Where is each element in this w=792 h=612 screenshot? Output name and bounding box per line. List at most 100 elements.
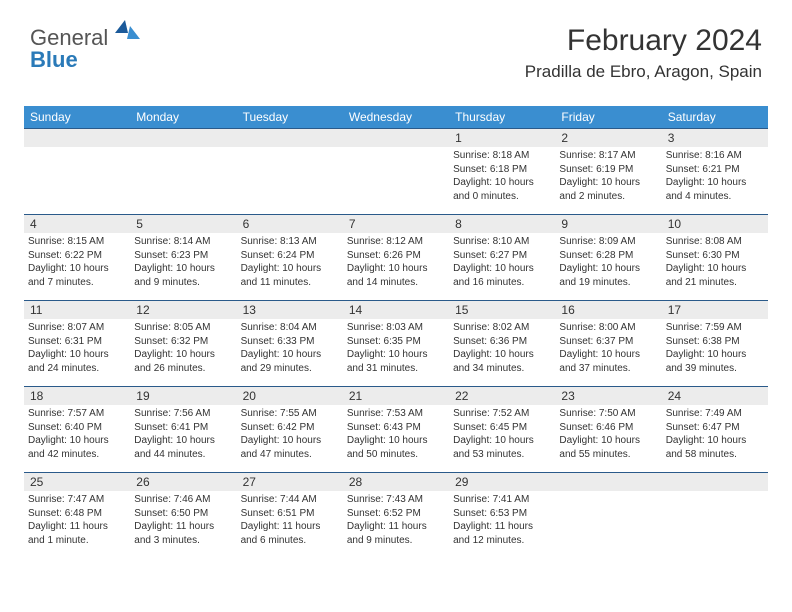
- sunset-text: Sunset: 6:47 PM: [666, 421, 764, 435]
- calendar-day-cell: [555, 473, 661, 559]
- calendar-day-cell: 14Sunrise: 8:03 AMSunset: 6:35 PMDayligh…: [343, 301, 449, 387]
- sunset-text: Sunset: 6:23 PM: [134, 249, 232, 263]
- sunrise-text: Sunrise: 8:13 AM: [241, 235, 339, 249]
- calendar-day-cell: 13Sunrise: 8:04 AMSunset: 6:33 PMDayligh…: [237, 301, 343, 387]
- daylight-text: Daylight: 10 hours and 29 minutes.: [241, 348, 339, 375]
- daylight-text: Daylight: 10 hours and 39 minutes.: [666, 348, 764, 375]
- day-number: 5: [130, 215, 236, 233]
- daylight-text: Daylight: 10 hours and 7 minutes.: [28, 262, 126, 289]
- calendar-day-cell: 15Sunrise: 8:02 AMSunset: 6:36 PMDayligh…: [449, 301, 555, 387]
- daylight-text: Daylight: 11 hours and 1 minute.: [28, 520, 126, 547]
- daylight-text: Daylight: 10 hours and 53 minutes.: [453, 434, 551, 461]
- day-number: 25: [24, 473, 130, 491]
- day-details: Sunrise: 8:13 AMSunset: 6:24 PMDaylight:…: [237, 233, 343, 293]
- calendar-day-cell: 4Sunrise: 8:15 AMSunset: 6:22 PMDaylight…: [24, 215, 130, 301]
- calendar-day-cell: 11Sunrise: 8:07 AMSunset: 6:31 PMDayligh…: [24, 301, 130, 387]
- day-details: Sunrise: 7:47 AMSunset: 6:48 PMDaylight:…: [24, 491, 130, 551]
- daylight-text: Daylight: 10 hours and 31 minutes.: [347, 348, 445, 375]
- sunset-text: Sunset: 6:51 PM: [241, 507, 339, 521]
- day-details: Sunrise: 7:49 AMSunset: 6:47 PMDaylight:…: [662, 405, 768, 465]
- day-number: [555, 473, 661, 491]
- day-details: [343, 147, 449, 205]
- day-details: Sunrise: 8:04 AMSunset: 6:33 PMDaylight:…: [237, 319, 343, 379]
- location-text: Pradilla de Ebro, Aragon, Spain: [525, 62, 762, 82]
- calendar-day-cell: 22Sunrise: 7:52 AMSunset: 6:45 PMDayligh…: [449, 387, 555, 473]
- day-details: Sunrise: 7:44 AMSunset: 6:51 PMDaylight:…: [237, 491, 343, 551]
- day-number: [343, 129, 449, 147]
- daylight-text: Daylight: 10 hours and 47 minutes.: [241, 434, 339, 461]
- sunrise-text: Sunrise: 7:49 AM: [666, 407, 764, 421]
- day-details: [237, 147, 343, 205]
- day-number: [662, 473, 768, 491]
- day-details: Sunrise: 8:05 AMSunset: 6:32 PMDaylight:…: [130, 319, 236, 379]
- sunrise-text: Sunrise: 8:12 AM: [347, 235, 445, 249]
- weekday-header: Saturday: [662, 106, 768, 129]
- calendar-day-cell: 24Sunrise: 7:49 AMSunset: 6:47 PMDayligh…: [662, 387, 768, 473]
- sunset-text: Sunset: 6:45 PM: [453, 421, 551, 435]
- sunrise-text: Sunrise: 8:10 AM: [453, 235, 551, 249]
- day-number: 24: [662, 387, 768, 405]
- day-details: Sunrise: 8:14 AMSunset: 6:23 PMDaylight:…: [130, 233, 236, 293]
- daylight-text: Daylight: 10 hours and 55 minutes.: [559, 434, 657, 461]
- calendar-day-cell: 6Sunrise: 8:13 AMSunset: 6:24 PMDaylight…: [237, 215, 343, 301]
- day-number: 7: [343, 215, 449, 233]
- sunset-text: Sunset: 6:21 PM: [666, 163, 764, 177]
- sunrise-text: Sunrise: 8:09 AM: [559, 235, 657, 249]
- day-details: Sunrise: 8:02 AMSunset: 6:36 PMDaylight:…: [449, 319, 555, 379]
- daylight-text: Daylight: 10 hours and 2 minutes.: [559, 176, 657, 203]
- day-details: [555, 491, 661, 549]
- sunset-text: Sunset: 6:31 PM: [28, 335, 126, 349]
- daylight-text: Daylight: 10 hours and 19 minutes.: [559, 262, 657, 289]
- sunset-text: Sunset: 6:41 PM: [134, 421, 232, 435]
- calendar-day-cell: [237, 129, 343, 215]
- calendar-day-cell: 18Sunrise: 7:57 AMSunset: 6:40 PMDayligh…: [24, 387, 130, 473]
- day-details: Sunrise: 8:09 AMSunset: 6:28 PMDaylight:…: [555, 233, 661, 293]
- daylight-text: Daylight: 11 hours and 3 minutes.: [134, 520, 232, 547]
- day-number: 20: [237, 387, 343, 405]
- day-number: 9: [555, 215, 661, 233]
- sunset-text: Sunset: 6:48 PM: [28, 507, 126, 521]
- daylight-text: Daylight: 11 hours and 6 minutes.: [241, 520, 339, 547]
- weekday-header: Sunday: [24, 106, 130, 129]
- calendar-day-cell: 3Sunrise: 8:16 AMSunset: 6:21 PMDaylight…: [662, 129, 768, 215]
- sunrise-text: Sunrise: 8:00 AM: [559, 321, 657, 335]
- sunrise-text: Sunrise: 8:08 AM: [666, 235, 764, 249]
- sunrise-text: Sunrise: 8:16 AM: [666, 149, 764, 163]
- day-number: 27: [237, 473, 343, 491]
- daylight-text: Daylight: 10 hours and 44 minutes.: [134, 434, 232, 461]
- day-details: Sunrise: 7:53 AMSunset: 6:43 PMDaylight:…: [343, 405, 449, 465]
- sunset-text: Sunset: 6:53 PM: [453, 507, 551, 521]
- sunrise-text: Sunrise: 7:44 AM: [241, 493, 339, 507]
- day-number: 10: [662, 215, 768, 233]
- day-details: Sunrise: 8:10 AMSunset: 6:27 PMDaylight:…: [449, 233, 555, 293]
- sunrise-text: Sunrise: 7:56 AM: [134, 407, 232, 421]
- sunrise-text: Sunrise: 7:59 AM: [666, 321, 764, 335]
- calendar-day-cell: 29Sunrise: 7:41 AMSunset: 6:53 PMDayligh…: [449, 473, 555, 559]
- sunrise-text: Sunrise: 8:15 AM: [28, 235, 126, 249]
- day-details: Sunrise: 8:08 AMSunset: 6:30 PMDaylight:…: [662, 233, 768, 293]
- weekday-header: Friday: [555, 106, 661, 129]
- day-number: 22: [449, 387, 555, 405]
- calendar-day-cell: 12Sunrise: 8:05 AMSunset: 6:32 PMDayligh…: [130, 301, 236, 387]
- brand-text: General Blue: [30, 25, 108, 72]
- day-details: [130, 147, 236, 205]
- day-details: Sunrise: 8:18 AMSunset: 6:18 PMDaylight:…: [449, 147, 555, 207]
- calendar-week-row: 18Sunrise: 7:57 AMSunset: 6:40 PMDayligh…: [24, 387, 768, 473]
- day-number: 21: [343, 387, 449, 405]
- day-number: 2: [555, 129, 661, 147]
- brand-text-2: Blue: [30, 47, 78, 72]
- day-number: 29: [449, 473, 555, 491]
- sunrise-text: Sunrise: 7:43 AM: [347, 493, 445, 507]
- daylight-text: Daylight: 10 hours and 21 minutes.: [666, 262, 764, 289]
- sunrise-text: Sunrise: 7:46 AM: [134, 493, 232, 507]
- sunset-text: Sunset: 6:37 PM: [559, 335, 657, 349]
- calendar-day-cell: 25Sunrise: 7:47 AMSunset: 6:48 PMDayligh…: [24, 473, 130, 559]
- daylight-text: Daylight: 10 hours and 58 minutes.: [666, 434, 764, 461]
- day-details: Sunrise: 8:17 AMSunset: 6:19 PMDaylight:…: [555, 147, 661, 207]
- calendar-week-row: 11Sunrise: 8:07 AMSunset: 6:31 PMDayligh…: [24, 301, 768, 387]
- daylight-text: Daylight: 10 hours and 37 minutes.: [559, 348, 657, 375]
- day-number: 18: [24, 387, 130, 405]
- sunrise-text: Sunrise: 7:57 AM: [28, 407, 126, 421]
- sunrise-text: Sunrise: 8:18 AM: [453, 149, 551, 163]
- sunset-text: Sunset: 6:28 PM: [559, 249, 657, 263]
